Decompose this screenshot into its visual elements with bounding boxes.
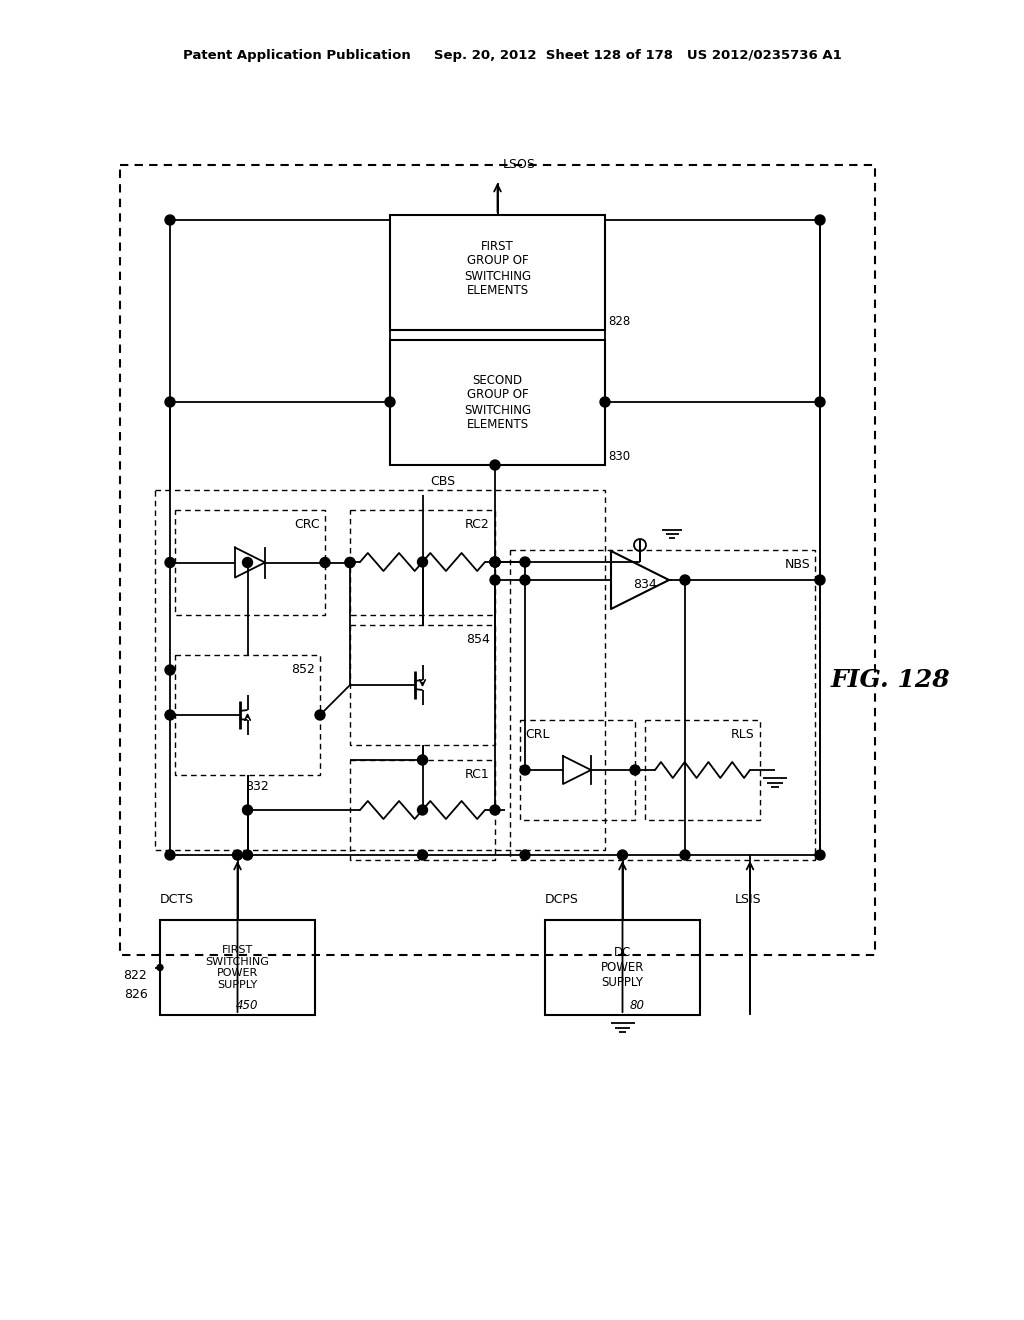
Bar	[350, 510, 495, 615]
Circle shape	[520, 850, 530, 861]
Circle shape	[165, 397, 175, 407]
Bar	[645, 719, 760, 820]
Circle shape	[680, 850, 690, 861]
Circle shape	[243, 850, 253, 861]
Text: CRL: CRL	[525, 729, 550, 741]
Circle shape	[490, 805, 500, 814]
Text: SECOND
GROUP OF
SWITCHING
ELEMENTS: SECOND GROUP OF SWITCHING ELEMENTS	[464, 374, 531, 432]
Bar	[510, 550, 815, 861]
Text: 854: 854	[466, 634, 490, 645]
Circle shape	[490, 459, 500, 470]
Text: 832: 832	[246, 780, 269, 793]
Circle shape	[345, 557, 355, 568]
Circle shape	[243, 557, 253, 568]
Circle shape	[490, 576, 500, 585]
Bar	[155, 490, 605, 850]
Circle shape	[232, 850, 243, 861]
Circle shape	[165, 215, 175, 224]
Bar	[390, 341, 605, 465]
Circle shape	[345, 557, 355, 568]
Circle shape	[490, 557, 500, 568]
Text: FIG. 128: FIG. 128	[830, 668, 950, 692]
Text: 822: 822	[123, 969, 146, 982]
Text: DC
POWER
SUPPLY: DC POWER SUPPLY	[601, 946, 644, 989]
Text: RC2: RC2	[465, 517, 490, 531]
Circle shape	[490, 557, 500, 568]
Circle shape	[418, 850, 427, 861]
Circle shape	[815, 215, 825, 224]
Text: RC1: RC1	[465, 768, 490, 781]
Circle shape	[418, 755, 427, 766]
Circle shape	[243, 805, 253, 814]
Circle shape	[490, 557, 500, 568]
Circle shape	[815, 850, 825, 861]
Circle shape	[680, 576, 690, 585]
Circle shape	[815, 397, 825, 407]
Bar	[175, 655, 319, 775]
Text: DCTS: DCTS	[160, 894, 195, 906]
Circle shape	[165, 557, 175, 568]
Text: 80: 80	[630, 999, 645, 1012]
Text: CBS: CBS	[430, 475, 455, 488]
Text: Patent Application Publication     Sep. 20, 2012  Sheet 128 of 178   US 2012/023: Patent Application Publication Sep. 20, …	[182, 49, 842, 62]
Circle shape	[418, 805, 427, 814]
Circle shape	[520, 576, 530, 585]
Text: LSIS: LSIS	[735, 894, 762, 906]
Bar	[520, 719, 635, 820]
Text: 450: 450	[237, 999, 259, 1012]
Circle shape	[600, 397, 610, 407]
Circle shape	[520, 766, 530, 775]
Text: 830: 830	[608, 450, 630, 463]
Text: LSOS: LSOS	[503, 158, 536, 172]
Bar	[175, 510, 325, 615]
Circle shape	[617, 850, 628, 861]
Text: 852: 852	[291, 663, 315, 676]
Text: FIRST
SWITCHING
POWER
SUPPLY: FIRST SWITCHING POWER SUPPLY	[206, 945, 269, 990]
Text: CRC: CRC	[294, 517, 319, 531]
Text: RLS: RLS	[731, 729, 755, 741]
Circle shape	[165, 710, 175, 719]
Text: NBS: NBS	[784, 558, 810, 572]
Bar	[390, 215, 605, 330]
Circle shape	[315, 710, 325, 719]
Text: 828: 828	[608, 315, 630, 327]
Circle shape	[385, 397, 395, 407]
Circle shape	[520, 557, 530, 568]
Bar	[350, 760, 495, 861]
Circle shape	[630, 766, 640, 775]
Bar	[120, 165, 874, 954]
Text: 826: 826	[124, 987, 148, 1001]
Circle shape	[165, 850, 175, 861]
Circle shape	[157, 965, 163, 970]
Circle shape	[319, 557, 330, 568]
Bar	[160, 920, 315, 1015]
Circle shape	[165, 665, 175, 675]
Text: FIRST
GROUP OF
SWITCHING
ELEMENTS: FIRST GROUP OF SWITCHING ELEMENTS	[464, 239, 531, 297]
Text: DCPS: DCPS	[545, 894, 579, 906]
Circle shape	[418, 557, 427, 568]
Bar	[545, 920, 700, 1015]
Circle shape	[815, 576, 825, 585]
Text: 834: 834	[633, 578, 656, 591]
Bar	[350, 624, 495, 744]
